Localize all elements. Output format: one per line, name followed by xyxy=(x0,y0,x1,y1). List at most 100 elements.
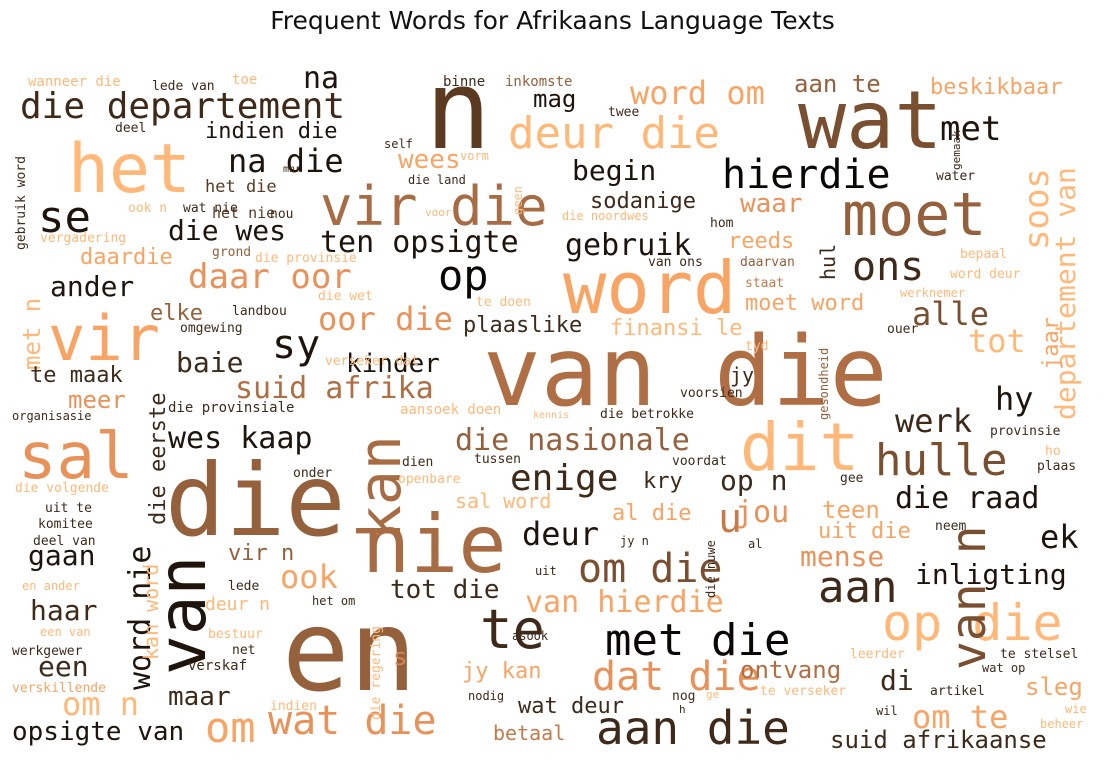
word-word-om: word om xyxy=(630,74,765,112)
word-voor: voor xyxy=(425,206,452,219)
word-mag: mag xyxy=(533,85,576,113)
word-onder: onder xyxy=(293,466,332,481)
word-deel: deel xyxy=(115,121,146,136)
word-sal: sal xyxy=(18,420,134,494)
word-verskaf: verskaf xyxy=(188,658,247,674)
word-word: word xyxy=(563,246,736,330)
word-verskillende: verskillende xyxy=(12,681,106,696)
word-baie: baie xyxy=(176,346,243,379)
word-neem: neem xyxy=(935,519,966,534)
word-die-nasionale: die nasionale xyxy=(455,423,690,458)
word-met-die: met die xyxy=(605,615,790,666)
word-al: al xyxy=(748,537,762,551)
word-van-ons: van ons xyxy=(648,255,703,270)
word-het-om: het om xyxy=(312,594,355,608)
word-toe: toe xyxy=(232,72,257,88)
word-tyd: tyd xyxy=(745,339,768,354)
word-suid-afrikaanse: suid afrikaanse xyxy=(830,726,1047,754)
word-verseker-dat: verseker dat xyxy=(325,354,419,369)
word-gee: gee xyxy=(840,471,864,486)
word-die-betrokke: die betrokke xyxy=(600,407,694,422)
word-gesondheid: gesondheid xyxy=(817,348,831,420)
word-aan: aan xyxy=(818,562,897,613)
word-daar-oor: daar oor xyxy=(188,257,352,297)
word-bepaal: bepaal xyxy=(960,247,1007,262)
word-sal-word: sal word xyxy=(455,489,551,513)
word-kry: kry xyxy=(643,469,683,494)
word-opsigte-van: opsigte van xyxy=(12,717,184,747)
word-ho: ho xyxy=(1045,444,1061,459)
word-deel-van: deel van xyxy=(33,534,96,549)
word-jy-kan: jy kan xyxy=(462,659,541,684)
word-jou: jou xyxy=(735,495,789,530)
word-hul: hul xyxy=(816,244,840,280)
word-om-te: om te xyxy=(912,698,1008,736)
word-mnr: mnr xyxy=(283,164,301,175)
word-aansoek-doen: aansoek doen xyxy=(400,402,501,418)
word-op: op xyxy=(438,251,489,300)
word-lede: lede xyxy=(228,579,259,594)
word-komitee: komitee xyxy=(38,517,93,532)
word-u: u xyxy=(718,496,742,542)
word-nie: nie xyxy=(362,498,507,591)
word-gaan: gaan xyxy=(28,539,95,572)
word-se: se xyxy=(38,192,91,243)
word-aan-die: aan die xyxy=(596,701,790,755)
word-staat: staat xyxy=(745,276,784,291)
word-deur-die: deur die xyxy=(508,108,720,159)
word-een: een xyxy=(38,650,89,683)
word-ook: ook xyxy=(280,558,338,596)
word-betaal: betaal xyxy=(493,721,565,745)
word-reeds: reeds xyxy=(728,229,794,254)
word-nodig: nodig xyxy=(468,689,504,703)
word-geen: geen xyxy=(511,186,525,215)
word-te-doen: te doen xyxy=(476,295,531,310)
word-te-verseker: te verseker xyxy=(760,684,846,699)
word-uit: uit xyxy=(535,564,557,578)
word-die-departement: die departement xyxy=(20,86,345,127)
word-s: s xyxy=(393,643,407,671)
word-hy: hy xyxy=(995,380,1034,418)
word-ten-opsigte: ten opsigte xyxy=(320,225,519,260)
word-ouer: ouer xyxy=(887,322,918,337)
word-aan-te: aan te xyxy=(794,70,881,98)
word-landbou: landbou xyxy=(232,304,287,319)
word-sodanige: sodanige xyxy=(590,189,696,214)
word-mense: mense xyxy=(800,540,884,573)
word-het-die: het die xyxy=(205,177,277,197)
word-binne: binne xyxy=(443,74,485,90)
word-te: te xyxy=(480,598,545,661)
word-nog: nog xyxy=(672,689,695,704)
word-om: om xyxy=(205,703,256,752)
word-te-maak: te maak xyxy=(30,363,123,388)
word-inligting: inligting xyxy=(915,558,1067,591)
word-deur: deur xyxy=(522,515,599,553)
word-die-noordwes: die noordwes xyxy=(562,209,649,223)
word-begin: begin xyxy=(572,154,656,187)
word-van: van xyxy=(144,556,221,675)
word-sy: sy xyxy=(272,322,320,368)
word-maar: maar xyxy=(168,682,231,712)
word-nou: nou xyxy=(270,207,293,222)
word-omgewing: omgewing xyxy=(180,321,243,336)
word-leerder: leerder xyxy=(850,647,905,662)
word-hierdie: hierdie xyxy=(722,152,891,198)
word-wat-nie: wat nie xyxy=(183,201,238,216)
word-ons: ons xyxy=(852,244,924,290)
word-enige: enige xyxy=(510,458,618,499)
word-wil: wil xyxy=(876,704,898,718)
word-ek: ek xyxy=(1040,518,1079,556)
word-bestuur: bestuur xyxy=(208,627,263,642)
word-asook: asook xyxy=(512,629,549,643)
word-organisasie: organisasie xyxy=(12,409,91,423)
word-meer: meer xyxy=(68,386,126,414)
word-om-n: om n xyxy=(62,685,139,723)
word-wat-deur: wat deur xyxy=(518,694,624,719)
word-die-provinsiale: die provinsiale xyxy=(168,400,294,416)
word-wat-op: wat op xyxy=(982,661,1025,675)
word-ontvang: ontvang xyxy=(740,656,841,684)
word-word-nie: word nie xyxy=(123,546,158,691)
word-vorm: vorm xyxy=(460,149,489,163)
word-kan-word: kan word xyxy=(139,564,163,660)
word-kinder: kinder xyxy=(346,349,440,379)
